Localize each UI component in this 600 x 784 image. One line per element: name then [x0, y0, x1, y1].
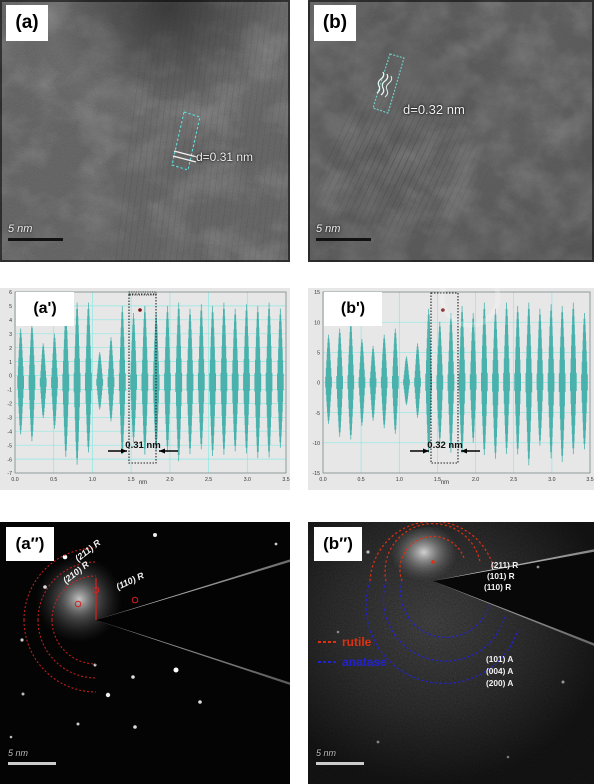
svg-text:(211) R: (211) R	[491, 560, 518, 570]
svg-text:(004) A: (004) A	[486, 666, 513, 676]
svg-text:anatase: anatase	[342, 655, 387, 669]
svg-text:(200) A: (200) A	[486, 678, 513, 688]
svg-text:nm: nm	[441, 480, 449, 486]
svg-text:rutile: rutile	[342, 635, 372, 649]
svg-text:0.32 nm: 0.32 nm	[427, 440, 462, 451]
svg-text:(110) R: (110) R	[484, 582, 511, 592]
svg-text:nm: nm	[139, 480, 147, 486]
svg-text:(101) R: (101) R	[487, 571, 515, 581]
svg-text:(101) A: (101) A	[486, 654, 513, 664]
svg-text:0.31 nm: 0.31 nm	[125, 440, 160, 451]
